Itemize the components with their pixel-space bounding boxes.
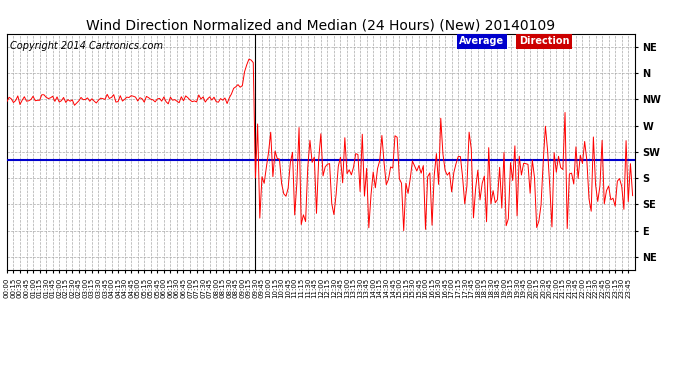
Text: Copyright 2014 Cartronics.com: Copyright 2014 Cartronics.com <box>10 41 163 51</box>
Text: Average: Average <box>459 36 504 46</box>
Title: Wind Direction Normalized and Median (24 Hours) (New) 20140109: Wind Direction Normalized and Median (24… <box>86 19 555 33</box>
Text: Direction: Direction <box>519 36 569 46</box>
